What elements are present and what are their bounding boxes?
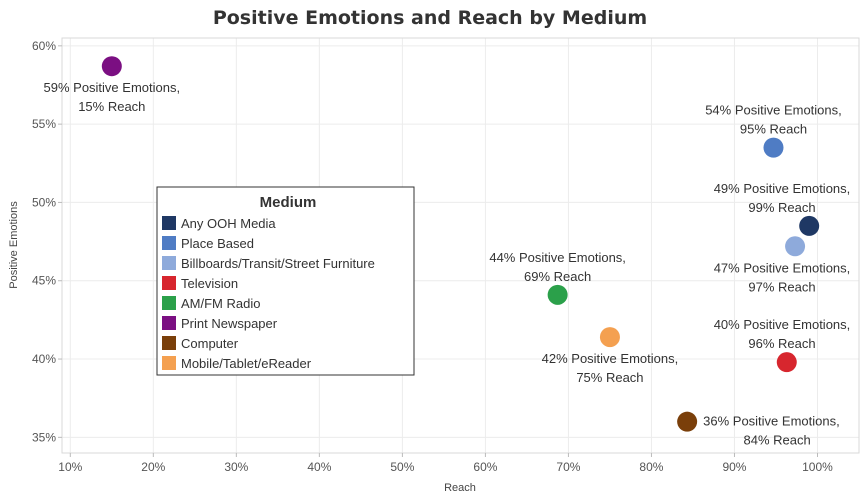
data-label: 54% Positive Emotions, [705,103,842,118]
data-label: 84% Reach [744,433,811,448]
y-tick-label: 35% [32,430,56,444]
legend-box [156,186,415,376]
data-label: 99% Reach [748,200,815,215]
data-label: 96% Reach [748,336,815,351]
data-label: 40% Positive Emotions, [714,317,851,332]
x-tick-label: 100% [802,460,833,474]
x-tick-label: 90% [722,460,746,474]
legend-label: Print Newspaper [181,316,278,331]
legend-label: AM/FM Radio [181,296,260,311]
data-label: 59% Positive Emotions, [44,80,181,95]
x-tick-label: 30% [224,460,248,474]
legend-swatch [162,296,176,310]
legend: Medium Any OOH Media Place Based Billboard… [156,186,415,376]
x-tick-label: 60% [473,460,497,474]
data-point [776,352,797,373]
data-point [599,327,620,348]
x-tick-label: 40% [307,460,331,474]
data-point [101,56,122,77]
data-labels: 49% Positive Emotions, 99% Reach 54% Posit… [44,80,851,447]
legend-swatch [162,336,176,350]
legend-title: Medium [260,194,317,211]
data-label: 42% Positive Emotions, [542,351,679,366]
data-label: 47% Positive Emotions, [714,260,851,275]
data-point [677,411,698,432]
legend-label: Computer [181,336,239,351]
x-tick-label: 10% [58,460,82,474]
data-point [799,215,820,236]
legend-items: Any OOH Media Place Based Billboards/Trans… [162,216,375,371]
y-axis-label: Positive Emotions [8,201,20,289]
data-label: 36% Positive Emotions, [703,414,840,429]
y-tick-label: 60% [32,39,56,53]
y-tick-label: 45% [32,274,56,288]
legend-swatch [162,256,176,270]
legend-swatch [162,216,176,230]
data-label: 69% Reach [524,269,591,284]
data-point [547,284,568,305]
data-label: 15% Reach [78,99,145,114]
data-point [763,137,784,158]
plot-area-border [61,37,860,454]
legend-swatch [162,356,176,370]
legend-swatch [162,276,176,290]
data-label: 49% Positive Emotions, [714,181,851,196]
legend-label: Place Based [181,236,254,251]
x-tick-label: 20% [141,460,165,474]
y-tick-label: 50% [32,195,56,209]
legend-swatch [162,236,176,250]
y-tick-label: 40% [32,352,56,366]
x-tick-label: 80% [639,460,663,474]
data-points [101,56,820,432]
x-tick-label: 50% [390,460,414,474]
legend-label: Mobile/Tablet/eReader [181,356,312,371]
legend-label: Billboards/Transit/Street Furniture [181,256,375,271]
x-axis-label: Reach [444,482,476,494]
data-label: 97% Reach [748,279,815,294]
data-point [785,236,806,257]
legend-swatch [162,316,176,330]
legend-label: Any OOH Media [181,216,276,231]
x-axis: 10% 20% 30% 40% 50% 60% 70% 80% 90% 100% [58,453,833,474]
data-label: 44% Positive Emotions, [489,250,626,265]
chart-title: Positive Emotions and Reach by Medium [213,7,647,29]
legend-label: Television [181,276,238,291]
y-tick-label: 55% [32,117,56,131]
data-label: 75% Reach [576,370,643,385]
x-tick-label: 70% [556,460,580,474]
data-label: 95% Reach [740,122,807,137]
y-axis: 35% 40% 45% 50% 55% 60% [32,39,62,444]
